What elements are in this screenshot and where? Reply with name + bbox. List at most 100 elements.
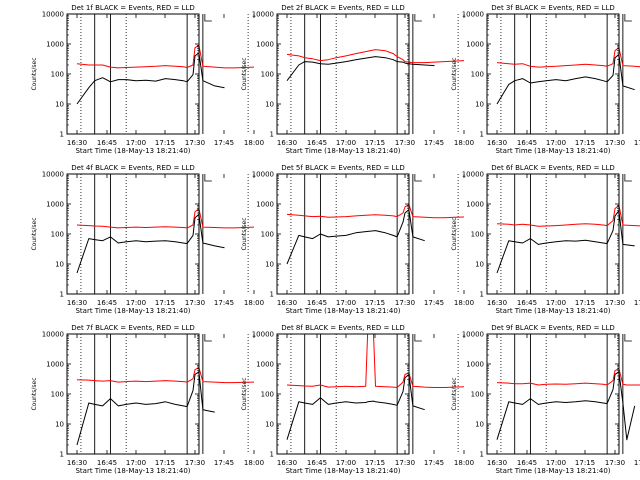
x-tick-label: 17:00 xyxy=(336,459,356,467)
y-tick-label: 1 xyxy=(480,451,484,459)
plot-frame xyxy=(486,333,620,455)
x-tick-label: 17:45 xyxy=(634,459,640,467)
top-bracket-mark xyxy=(414,14,422,22)
x-tick-label: 17:00 xyxy=(546,299,566,307)
chart-title: Det 3f BLACK = Events, RED = LLD xyxy=(491,4,614,12)
top-bracket-mark xyxy=(414,334,422,342)
y-tick-label: 1000 xyxy=(256,41,274,49)
x-tick-label: 16:30 xyxy=(487,299,507,307)
x-tick-label: 17:00 xyxy=(546,139,566,147)
y-tick-label: 10000 xyxy=(42,171,64,179)
chart-title: Det 1f BLACK = Events, RED = LLD xyxy=(71,4,194,12)
y-tick-label: 1000 xyxy=(46,201,64,209)
x-tick-label: 17:30 xyxy=(605,139,625,147)
y-axis-label: Counts/sec xyxy=(451,217,458,250)
y-tick-label: 1 xyxy=(480,291,484,299)
y-axis-label: Counts/sec xyxy=(31,377,38,410)
y-tick-label: 10000 xyxy=(462,171,484,179)
y-tick-label: 1000 xyxy=(46,361,64,369)
y-tick-label: 1000 xyxy=(256,361,274,369)
x-axis-label: Start Time (18-May-13 18:21:40) xyxy=(75,307,190,315)
y-tick-label: 1000 xyxy=(46,41,64,49)
series-line-events xyxy=(286,209,425,265)
series-line-lld xyxy=(76,367,255,384)
chart-panel-8: Det 8f BLACK = Events, RED = LLD 1 10 100 10… xyxy=(241,324,474,475)
x-tick-label: 18:00 xyxy=(244,139,264,147)
chart-panel-2: Det 2f BLACK = Events, RED = LLD 1 10 100 10… xyxy=(241,4,474,155)
y-tick-label: 1 xyxy=(270,291,274,299)
x-tick-label: 17:30 xyxy=(605,459,625,467)
x-tick-label: 17:15 xyxy=(575,139,595,147)
y-tick-label: 10000 xyxy=(252,11,274,19)
y-tick-label: 10 xyxy=(475,101,484,109)
x-tick-label: 17:00 xyxy=(546,459,566,467)
y-tick-label: 1000 xyxy=(466,41,484,49)
plot-frame xyxy=(66,333,200,455)
y-tick-label: 1 xyxy=(60,291,64,299)
x-tick-label: 17:15 xyxy=(155,459,175,467)
y-tick-label: 100 xyxy=(51,391,64,399)
x-tick-label: 16:30 xyxy=(277,459,297,467)
top-bracket-mark xyxy=(204,334,212,342)
top-bracket-mark xyxy=(624,174,632,182)
x-tick-label: 17:45 xyxy=(214,299,234,307)
series-line-lld xyxy=(496,368,640,386)
series-line-events xyxy=(496,53,635,105)
x-tick-label: 17:15 xyxy=(155,139,175,147)
x-tick-label: 16:45 xyxy=(97,139,117,147)
y-tick-label: 100 xyxy=(51,231,64,239)
x-axis-label: Start Time (18-May-13 18:21:40) xyxy=(285,467,400,475)
series-line-lld xyxy=(76,208,255,229)
x-tick-label: 17:45 xyxy=(424,459,444,467)
x-tick-label: 17:30 xyxy=(185,299,205,307)
chart-panel-3: Det 3f BLACK = Events, RED = LLD 1 10 100 10… xyxy=(451,4,640,155)
chart-panel-9: Det 9f BLACK = Events, RED = LLD 1 10 100 10… xyxy=(451,324,640,475)
x-tick-label: 17:00 xyxy=(126,139,146,147)
x-tick-label: 17:45 xyxy=(424,299,444,307)
x-tick-label: 17:30 xyxy=(185,459,205,467)
top-bracket-mark xyxy=(204,174,212,182)
y-tick-label: 1 xyxy=(270,131,274,139)
x-axis-label: Start Time (18-May-13 18:21:40) xyxy=(285,147,400,155)
chart-title: Det 4f BLACK = Events, RED = LLD xyxy=(71,164,194,172)
y-tick-label: 1000 xyxy=(256,201,274,209)
y-tick-label: 1 xyxy=(270,451,274,459)
x-tick-label: 18:00 xyxy=(454,299,474,307)
x-tick-label: 17:00 xyxy=(336,299,356,307)
y-tick-label: 10000 xyxy=(462,11,484,19)
series-line-lld xyxy=(496,204,640,227)
plot-frame xyxy=(276,333,410,455)
chart-panel-1: Det 1f BLACK = Events, RED = LLD 1 10 100 10… xyxy=(31,4,264,155)
x-tick-label: 17:15 xyxy=(365,139,385,147)
x-tick-label: 17:30 xyxy=(395,139,415,147)
y-tick-label: 10000 xyxy=(42,11,64,19)
y-tick-label: 1000 xyxy=(466,201,484,209)
x-tick-label: 18:00 xyxy=(244,459,264,467)
series-line-lld xyxy=(286,204,465,219)
series-line-lld xyxy=(76,44,255,69)
x-tick-label: 17:45 xyxy=(424,139,444,147)
plot-frame xyxy=(66,13,200,135)
series-line-events xyxy=(496,371,636,441)
y-tick-label: 100 xyxy=(261,231,274,239)
x-tick-label: 18:00 xyxy=(454,139,474,147)
x-tick-label: 17:15 xyxy=(155,299,175,307)
series-line-events xyxy=(76,213,225,274)
chart-panel-5: Det 5f BLACK = Events, RED = LLD 1 10 100 10… xyxy=(241,164,474,315)
x-tick-label: 16:30 xyxy=(67,299,87,307)
x-tick-label: 16:45 xyxy=(307,139,327,147)
series-line-events xyxy=(76,371,215,446)
x-tick-label: 16:45 xyxy=(97,299,117,307)
x-tick-label: 16:30 xyxy=(277,139,297,147)
y-tick-label: 10000 xyxy=(462,331,484,339)
x-tick-label: 16:30 xyxy=(487,459,507,467)
x-axis-label: Start Time (18-May-13 18:21:40) xyxy=(75,467,190,475)
chart-title: Det 2f BLACK = Events, RED = LLD xyxy=(281,4,404,12)
x-axis-label: Start Time (18-May-13 18:21:40) xyxy=(495,307,610,315)
series-line-events xyxy=(286,56,435,82)
series-line-lld xyxy=(496,47,640,68)
x-tick-label: 16:30 xyxy=(487,139,507,147)
y-tick-label: 100 xyxy=(261,71,274,79)
y-tick-label: 10000 xyxy=(42,331,64,339)
